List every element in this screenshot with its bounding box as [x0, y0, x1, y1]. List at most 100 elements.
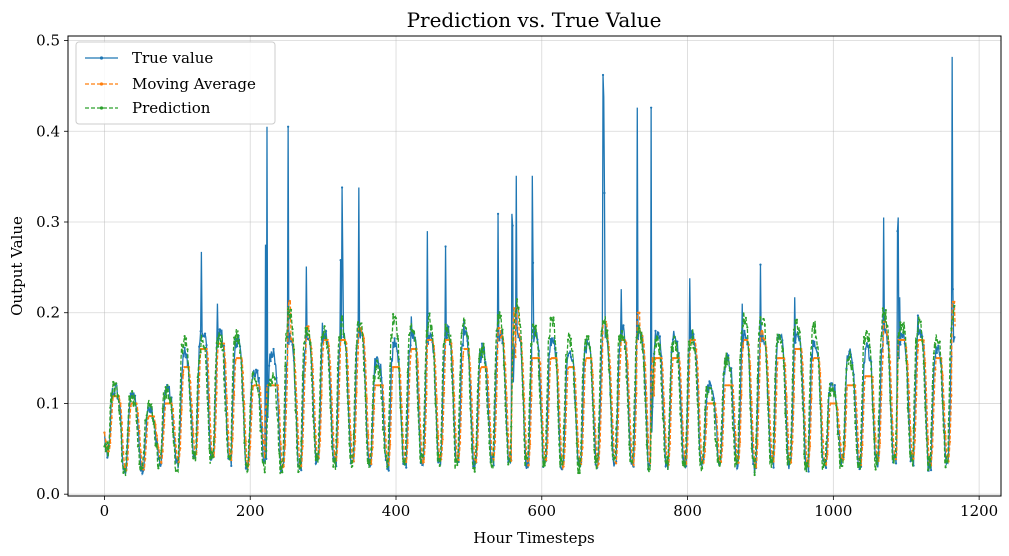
data-point [119, 422, 122, 425]
data-point [488, 442, 491, 445]
data-point [948, 358, 952, 361]
data-point [199, 330, 202, 333]
data-point [839, 443, 842, 446]
data-point [762, 317, 765, 321]
data-point [756, 407, 759, 410]
data-point [371, 403, 374, 407]
data-point [257, 384, 261, 387]
data-point [396, 337, 399, 340]
data-point [951, 318, 954, 321]
data-point [600, 330, 603, 333]
data-point [494, 440, 497, 443]
data-point [759, 263, 762, 266]
data-point [687, 394, 691, 398]
data-point [785, 448, 788, 451]
data-point [552, 316, 555, 319]
data-point [472, 436, 475, 439]
data-point [756, 442, 759, 446]
data-point [425, 329, 428, 332]
data-point [437, 451, 440, 454]
data-point [202, 335, 205, 338]
data-point [218, 328, 221, 331]
data-point [609, 393, 612, 396]
data-point [833, 390, 836, 394]
data-point [265, 457, 268, 460]
data-point [463, 319, 466, 322]
data-point [555, 356, 558, 360]
data-point [612, 431, 615, 434]
grid [68, 36, 1001, 496]
data-point [867, 339, 870, 343]
data-point [909, 451, 912, 454]
data-point [843, 420, 847, 424]
data-point [940, 370, 943, 373]
data-point [559, 456, 562, 459]
data-point [852, 383, 855, 386]
data-point [575, 442, 578, 445]
data-point [913, 373, 917, 377]
data-point [319, 379, 322, 382]
data-point [230, 464, 233, 468]
data-point [279, 460, 282, 463]
data-point [428, 312, 431, 315]
data-point [405, 466, 408, 469]
data-point [354, 371, 357, 375]
data-point [760, 323, 764, 326]
data-point [909, 430, 912, 433]
data-point [198, 385, 201, 388]
data-point [689, 346, 692, 350]
data-point [320, 352, 323, 355]
data-point [426, 325, 430, 329]
data-point [323, 325, 326, 328]
data-point [622, 338, 625, 341]
data-point [668, 388, 672, 391]
data-point [135, 419, 138, 422]
data-point [249, 445, 252, 448]
data-point [256, 369, 259, 372]
data-point [367, 458, 370, 461]
data-point [877, 419, 880, 423]
data-point [160, 449, 163, 452]
data-point [326, 345, 329, 348]
data-point [300, 440, 303, 443]
data-point [155, 434, 159, 437]
data-point [677, 376, 680, 379]
data-point [386, 465, 389, 468]
data-point [313, 435, 316, 439]
data-point [410, 333, 414, 337]
data-point [728, 369, 731, 372]
data-point [744, 336, 747, 340]
data-point [715, 416, 718, 419]
data-point [916, 348, 920, 352]
data-point [285, 336, 288, 339]
data-point [562, 427, 565, 430]
data-point [924, 406, 927, 409]
data-point [122, 471, 125, 474]
data-point [125, 452, 128, 455]
data-point [749, 407, 752, 410]
data-point [262, 439, 265, 442]
data-point [182, 345, 185, 348]
data-point [934, 368, 937, 371]
data-point [206, 357, 210, 360]
data-point [754, 438, 758, 441]
data-point [858, 457, 861, 460]
data-point [227, 431, 230, 434]
data-point [881, 307, 885, 310]
data-point [565, 403, 568, 406]
data-point [272, 376, 275, 379]
data-point [163, 395, 166, 398]
data-point [422, 461, 425, 464]
data-point [313, 399, 316, 402]
data-point [520, 342, 523, 345]
data-point [511, 352, 514, 355]
data-point [225, 437, 228, 441]
data-point [768, 399, 771, 402]
data-point [775, 393, 778, 396]
data-point [594, 455, 597, 458]
data-point [671, 350, 675, 353]
data-point [228, 452, 231, 455]
data-point [613, 456, 616, 459]
data-point [822, 440, 825, 443]
data-point [502, 364, 505, 367]
